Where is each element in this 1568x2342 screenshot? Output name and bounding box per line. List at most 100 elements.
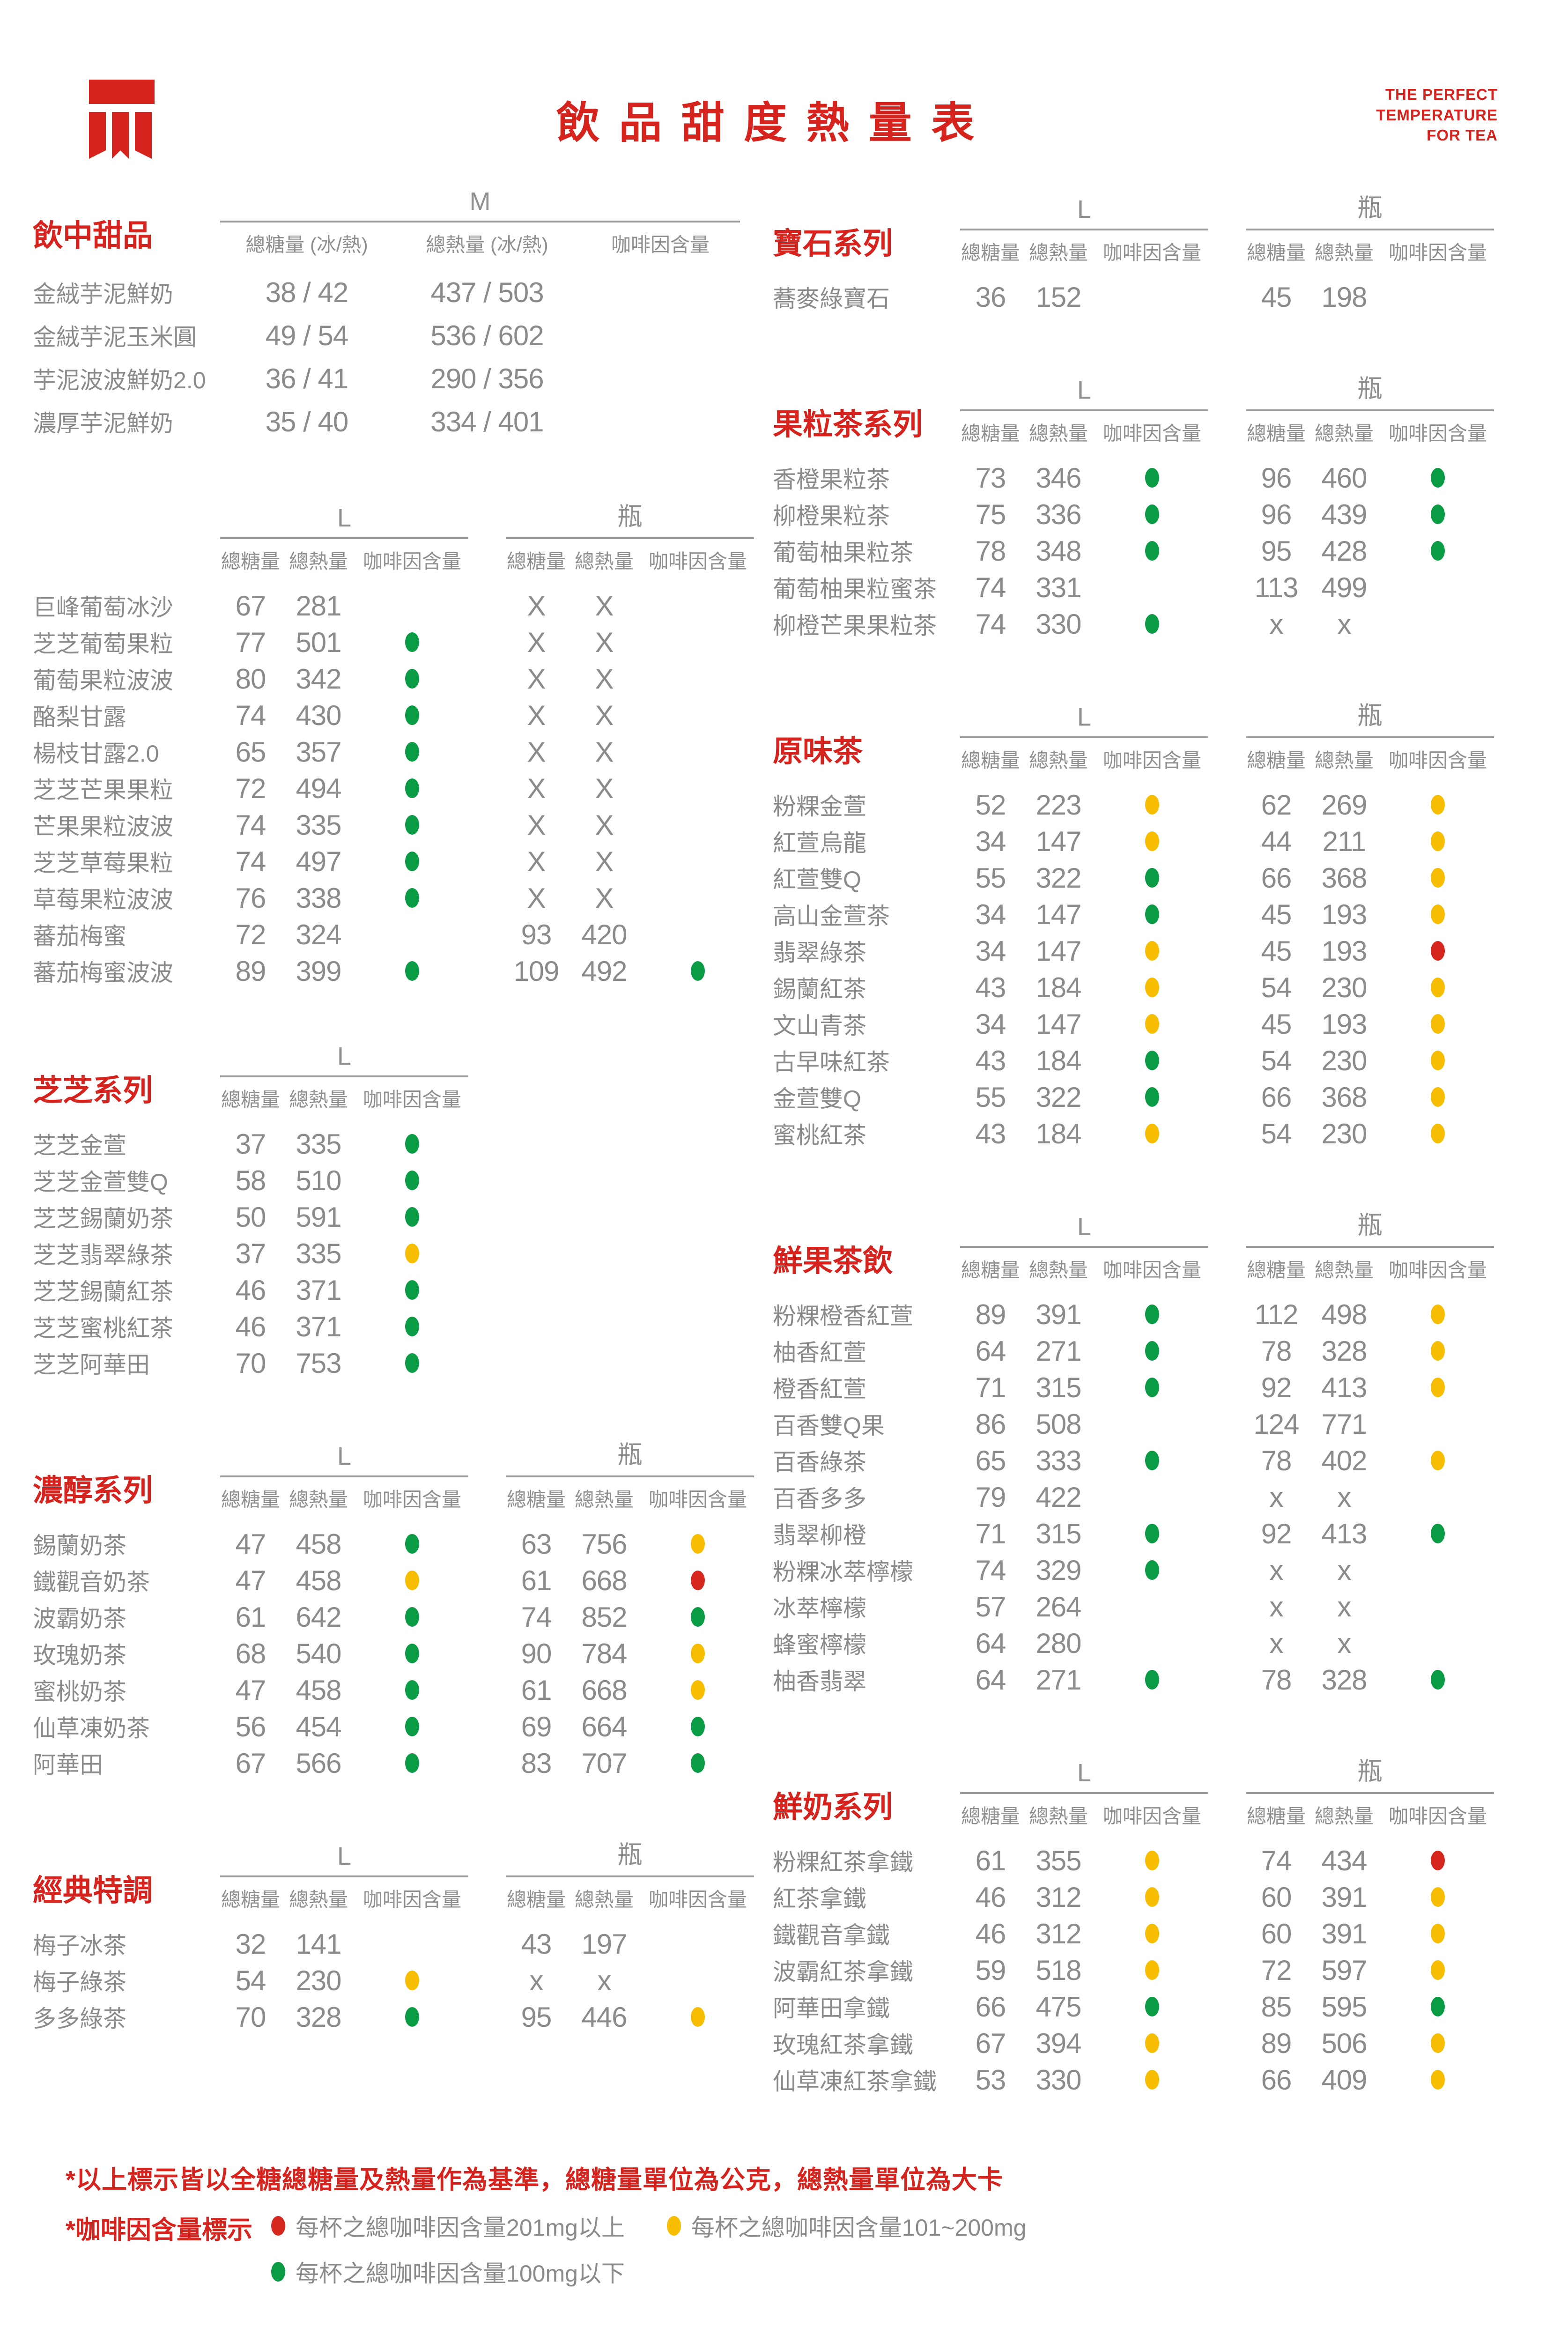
caffeine-cell [642, 734, 754, 770]
column-header: 咖啡因含量 [362, 1089, 461, 1111]
yellow-caffeine-dot-icon [1431, 1087, 1445, 1107]
left-column: 飲中甜品 M 總糖量 (冰/熱) 總熱量 (冰/熱) 咖啡因含量 金絨芋泥鮮奶 38 / 4… [33, 187, 773, 2035]
value-cell: 34 [975, 825, 1006, 857]
caffeine-cell [1096, 533, 1208, 569]
caffeine-cell [1096, 460, 1208, 496]
caffeine-cell [1382, 1625, 1494, 1661]
yellow-caffeine-dot-icon [1431, 1924, 1445, 1943]
yellow-caffeine-dot-icon [1145, 1014, 1159, 1034]
caffeine-cell [1382, 1661, 1494, 1698]
value-cell: 290 / 356 [430, 363, 544, 394]
value-cell: 52 [975, 789, 1006, 821]
drink-name: 芝芝金萱雙Q [33, 1169, 168, 1195]
caffeine-cell [1096, 2025, 1208, 2061]
value-cell: 68 [235, 1638, 266, 1669]
yellow-caffeine-dot-icon [1431, 1451, 1445, 1470]
value-cell: 60 [1261, 1881, 1292, 1913]
column-header: 總糖量 [1246, 749, 1306, 771]
caffeine-cell [1096, 1079, 1208, 1115]
column-header: 總熱量 [1028, 1259, 1088, 1281]
green-caffeine-dot-icon [1145, 904, 1159, 924]
value-cell: 664 [581, 1711, 627, 1742]
caffeine-cell [1382, 569, 1494, 606]
caffeine-cell [581, 357, 740, 400]
drink-name: 葡萄柚果粒茶 [773, 540, 913, 566]
section-title: 濃醇系列 [33, 1473, 153, 1508]
caffeine-cell [1382, 1333, 1494, 1369]
value-cell: 71 [975, 1518, 1006, 1549]
value-cell: 508 [1035, 1408, 1081, 1440]
yellow-caffeine-dot-icon [691, 1644, 705, 1663]
drink-name: 玫瑰奶茶 [33, 1642, 126, 1668]
caffeine-cell [1096, 1442, 1208, 1479]
value-cell: 264 [1035, 1591, 1081, 1623]
value-cell: X [595, 626, 614, 658]
value-cell: 591 [296, 1201, 341, 1233]
red-dot-icon [271, 2216, 286, 2236]
value-cell: 59 [975, 1954, 1006, 1986]
value-cell: x [529, 1964, 544, 1996]
right-column: 寶石系列 L 瓶總糖量 總熱量 咖啡因含量 總糖量 總熱量 咖啡因含量 蕎麥綠寶石 36 152 45… [773, 187, 1549, 2098]
green-caffeine-dot-icon [691, 1607, 705, 1627]
value-cell: 338 [296, 882, 341, 914]
caffeine-cell [1382, 1115, 1494, 1152]
green-caffeine-dot-icon [405, 815, 419, 835]
section-title: 鮮果茶飲 [773, 1244, 893, 1279]
column-header: 總糖量 [221, 1889, 280, 1911]
green-caffeine-dot-icon [1145, 1997, 1159, 2016]
drink-name: 玫瑰紅茶拿鐵 [773, 2032, 913, 2058]
value-cell: 348 [1035, 535, 1081, 567]
value-cell: 371 [296, 1311, 341, 1342]
caffeine-cell [356, 660, 468, 697]
value-cell: 74 [235, 699, 266, 731]
drink-name: 粉粿冰萃檸檬 [773, 1559, 913, 1585]
size-group-header: 瓶 [1246, 1204, 1494, 1248]
column-header: 總糖量 [961, 1805, 1020, 1827]
value-cell: 89 [975, 1298, 1006, 1330]
column-header: 咖啡因含量 [362, 550, 461, 572]
caffeine-cell [1382, 533, 1494, 569]
caffeine-cell [1096, 1625, 1208, 1661]
yellow-caffeine-dot-icon [1431, 1960, 1445, 1980]
value-cell: x [1337, 1591, 1352, 1623]
value-cell: 510 [296, 1164, 341, 1196]
column-header: 咖啡因含量 [1102, 1259, 1201, 1281]
green-caffeine-dot-icon [1431, 1524, 1445, 1543]
drink-name: 蕃茄梅蜜 [33, 923, 126, 949]
value-cell: 74 [521, 1601, 552, 1633]
value-cell: 96 [1261, 498, 1292, 530]
value-cell: 198 [1321, 281, 1367, 313]
menu-section: L 瓶總糖量 總熱量 咖啡因含量 總糖量 總熱量 咖啡因含量 巨峰葡萄冰沙 67 281 X X 芝芝葡… [33, 496, 773, 989]
size-group-header: L [220, 504, 468, 539]
section-title: 芝芝系列 [33, 1073, 153, 1108]
value-cell: 413 [1321, 1518, 1367, 1549]
caffeine-cell [1096, 1479, 1208, 1515]
caffeine-cell [1096, 1006, 1208, 1042]
size-group-header: 瓶 [1246, 1750, 1494, 1794]
caffeine-cell [1096, 969, 1208, 1006]
drink-name: 葡萄柚果粒蜜茶 [773, 576, 937, 602]
caffeine-cell [356, 843, 468, 880]
value-cell: 43 [975, 1118, 1006, 1149]
value-cell: 92 [1261, 1371, 1292, 1403]
green-caffeine-dot-icon [691, 1753, 705, 1773]
yellow-caffeine-dot-icon [1431, 1887, 1445, 1907]
caffeine-cell [1096, 496, 1208, 533]
yellow-caffeine-dot-icon [1431, 2033, 1445, 2053]
value-cell: 78 [1261, 1335, 1292, 1367]
value-cell: x [1337, 1554, 1352, 1586]
caffeine-cell [642, 880, 754, 916]
value-cell: 90 [521, 1638, 552, 1669]
green-caffeine-dot-icon [405, 1353, 419, 1373]
value-cell: 422 [1035, 1481, 1081, 1513]
drink-name: 巨峰葡萄冰沙 [33, 594, 173, 621]
section-title: 果粒茶系列 [773, 407, 923, 442]
value-cell: 70 [235, 1347, 266, 1379]
value-cell: 72 [1261, 1954, 1292, 1986]
value-cell: X [595, 845, 614, 877]
value-cell: 67 [975, 2027, 1006, 2059]
value-cell: 66 [1261, 1081, 1292, 1113]
yellow-caffeine-dot-icon [1431, 1341, 1445, 1361]
value-cell: 322 [1035, 1081, 1081, 1113]
column-header: 總熱量 [1314, 1259, 1374, 1281]
